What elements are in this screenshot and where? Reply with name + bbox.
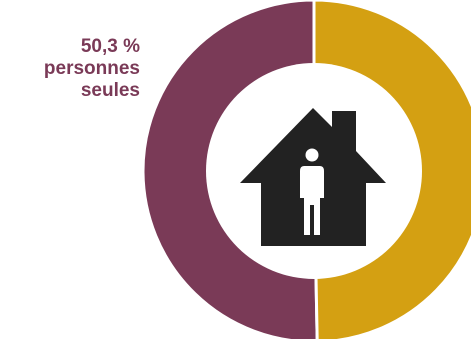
slice-annotation: 50,3 % personnes seules: [0, 36, 140, 102]
annotation-line-1: personnes: [43, 58, 140, 79]
house-with-person-icon: [240, 108, 386, 246]
annotation-value: 50,3 %: [80, 36, 140, 57]
annotation-line-2: seules: [80, 80, 140, 101]
